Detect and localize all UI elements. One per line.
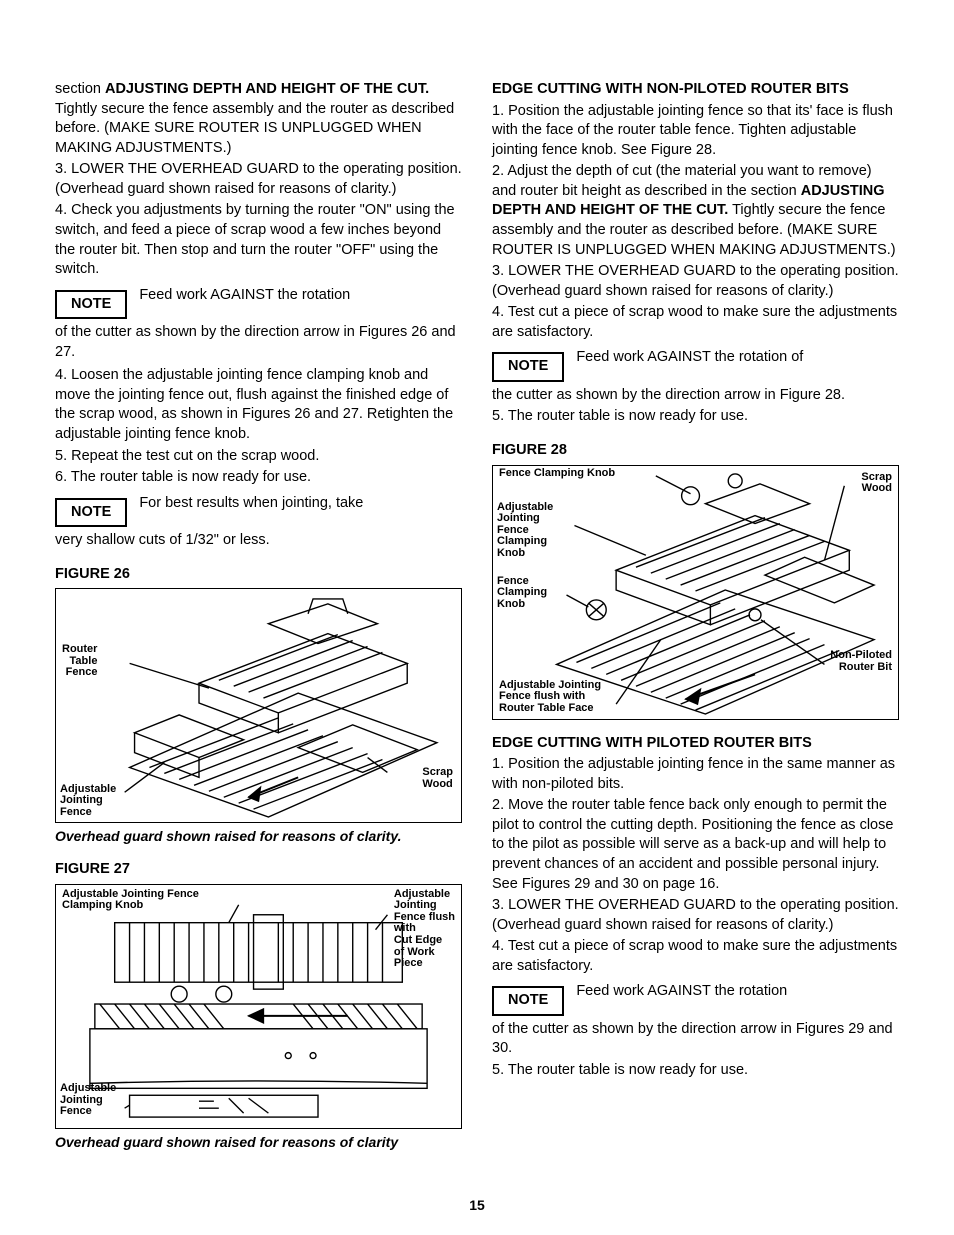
right-column: EDGE CUTTING WITH NON-PILOTED ROUTER BIT… [492, 80, 899, 1152]
note-block-1: NOTE Feed work AGAINST the rotation [55, 286, 462, 322]
left-column: section ADJUSTING DEPTH AND HEIGHT OF TH… [55, 80, 462, 1152]
callout-adj-clamp-knob: AdjustableJointingFenceClampingKnob [497, 502, 553, 560]
right-h1: EDGE CUTTING WITH NON-PILOTED ROUTER BIT… [492, 80, 899, 100]
text: Tightly secure the fence assembly and th… [55, 101, 454, 156]
note-label: NOTE [55, 498, 127, 528]
right-p5: 5. The router table is now ready for use… [492, 407, 899, 427]
note-label: NOTE [492, 352, 564, 382]
note-cont: of the cutter as shown by the direction … [492, 1020, 899, 1059]
note-cont: of the cutter as shown by the direction … [55, 323, 462, 362]
left-p3: 4. Check you adjustments by turning the … [55, 201, 462, 279]
fig26-label: FIGURE 26 [55, 565, 462, 585]
text: section [55, 81, 105, 97]
right-p8: 3. LOWER THE OVERHEAD GUARD to the opera… [492, 896, 899, 935]
callout-router-table-fence: RouterTableFence [62, 644, 97, 679]
note-text: Feed work AGAINST the rotation [576, 983, 787, 999]
left-p5: 5. Repeat the test cut on the scrap wood… [55, 447, 462, 467]
callout-adj-fence: AdjustableJointingFence [60, 784, 116, 819]
note-text: Feed work AGAINST the rotation [139, 287, 350, 303]
note-label: NOTE [492, 986, 564, 1016]
text-bold: ADJUSTING DEPTH AND HEIGHT OF THE CUT. [105, 81, 429, 97]
fig26-drawing [56, 589, 461, 822]
fig27-label: FIGURE 27 [55, 860, 462, 880]
right-p1: 1. Position the adjustable jointing fenc… [492, 102, 899, 161]
callout-fence-knob-top: Fence Clamping Knob [499, 468, 615, 480]
right-p6: 1. Position the adjustable jointing fenc… [492, 755, 899, 794]
callout-non-piloted-bit: Non-PilotedRouter Bit [830, 650, 892, 673]
callout-adj-flush: AdjustableJointingFence flushwithCut Edg… [394, 889, 455, 970]
callout-fence-knob-left: FenceClampingKnob [497, 576, 547, 611]
page-number: 15 [0, 1196, 954, 1215]
left-p1: section ADJUSTING DEPTH AND HEIGHT OF TH… [55, 80, 462, 158]
right-p9: 4. Test cut a piece of scrap wood to mak… [492, 937, 899, 976]
right-p2: 2. Adjust the depth of cut (the material… [492, 162, 899, 260]
note-cont: the cutter as shown by the direction arr… [492, 386, 899, 406]
callout-adj-fence: AdjustableJointingFence [60, 1083, 116, 1118]
fig26-caption: Overhead guard shown raised for reasons … [55, 827, 462, 846]
page-columns: section ADJUSTING DEPTH AND HEIGHT OF TH… [55, 80, 899, 1152]
callout-scrap-wood: ScrapWood [861, 472, 892, 495]
fig28-label: FIGURE 28 [492, 441, 899, 461]
right-p3: 3. LOWER THE OVERHEAD GUARD to the opera… [492, 262, 899, 301]
left-p2: 3. LOWER THE OVERHEAD GUARD to the opera… [55, 160, 462, 199]
note-cont: very shallow cuts of 1/32" or less. [55, 531, 462, 551]
left-p4: 4. Loosen the adjustable jointing fence … [55, 366, 462, 444]
figure-26: RouterTableFence ScrapWood AdjustableJoi… [55, 588, 462, 823]
fig27-caption: Overhead guard shown raised for reasons … [55, 1133, 462, 1152]
note-block-r1: NOTE Feed work AGAINST the rotation of [492, 348, 899, 384]
note-text: For best results when jointing, take [139, 495, 363, 511]
note-block-2: NOTE For best results when jointing, tak… [55, 494, 462, 530]
callout-adj-clamp-knob: Adjustable Jointing FenceClamping Knob [62, 889, 199, 912]
figure-28: Fence Clamping Knob ScrapWood Adjustable… [492, 465, 899, 720]
note-label: NOTE [55, 290, 127, 320]
right-p10: 5. The router table is now ready for use… [492, 1061, 899, 1081]
callout-adj-flush: Adjustable JointingFence flush withRoute… [499, 680, 601, 715]
note-block-r2: NOTE Feed work AGAINST the rotation [492, 982, 899, 1018]
right-p7: 2. Move the router table fence back only… [492, 796, 899, 894]
callout-scrap-wood: ScrapWood [422, 767, 453, 790]
right-p4: 4. Test cut a piece of scrap wood to mak… [492, 303, 899, 342]
figure-27: Adjustable Jointing FenceClamping Knob A… [55, 884, 462, 1129]
right-h2: EDGE CUTTING WITH PILOTED ROUTER BITS [492, 734, 899, 754]
left-p6: 6. The router table is now ready for use… [55, 468, 462, 488]
note-text: Feed work AGAINST the rotation of [576, 349, 803, 365]
